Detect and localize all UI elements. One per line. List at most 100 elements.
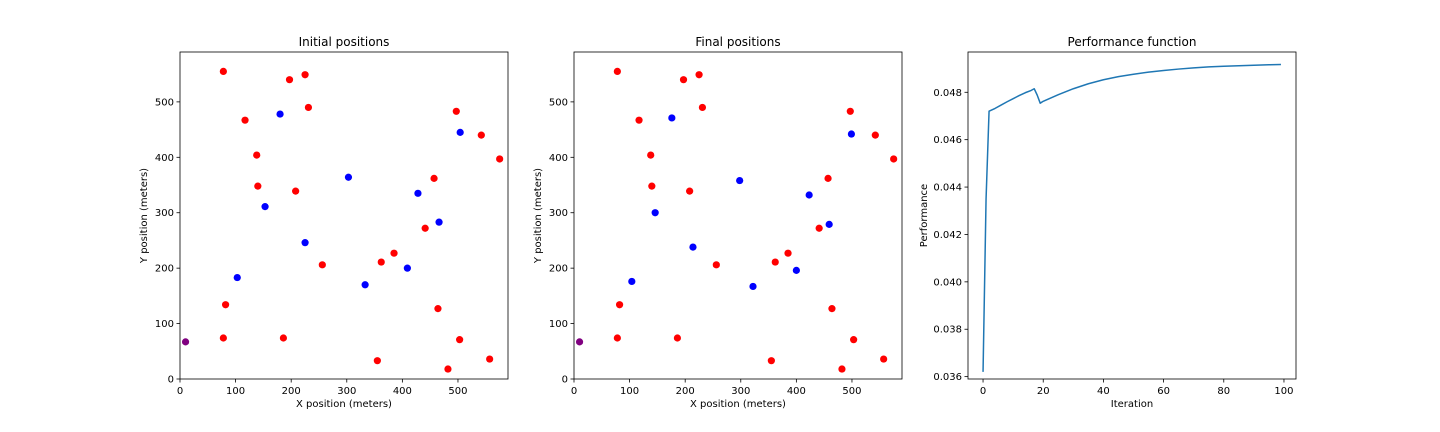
data-point — [815, 224, 823, 232]
data-point — [496, 155, 504, 163]
y-tick-label: 0.038 — [933, 325, 962, 336]
data-point — [615, 301, 624, 309]
data-point — [421, 224, 429, 232]
x-tick-label: 80 — [1217, 386, 1230, 397]
y-tick-label: 100 — [549, 319, 568, 330]
data-point — [805, 191, 813, 199]
data-point — [452, 107, 460, 115]
data-point — [233, 273, 241, 282]
x-tick-label: 20 — [1037, 386, 1050, 397]
data-point — [767, 357, 775, 365]
y-tick-label: 0 — [168, 375, 174, 386]
y-tick-label: 500 — [549, 97, 568, 108]
x-tick-label: 100 — [620, 386, 639, 397]
y-tick-label: 0.036 — [933, 372, 962, 383]
data-point — [749, 282, 757, 291]
data-point — [575, 338, 584, 346]
data-point — [635, 116, 643, 124]
x-tick-label: 300 — [731, 386, 750, 397]
data-point — [651, 209, 659, 217]
data-point — [613, 67, 621, 75]
chart-panel-3: Performance function 0 20 40 60 80 100 0.036 0.0… — [919, 35, 1297, 410]
data-point — [304, 103, 313, 112]
data-point — [435, 218, 443, 226]
data-point — [261, 203, 269, 211]
data-point — [285, 76, 294, 84]
data-point — [628, 277, 636, 286]
x-tick-label: 0 — [980, 386, 986, 397]
x-tick-label: 100 — [1274, 386, 1293, 397]
data-point — [276, 110, 284, 118]
plot-frame — [179, 51, 509, 380]
data-point — [668, 114, 676, 122]
y-tick-label: 400 — [155, 153, 174, 164]
x-axis-label: X position (meters) — [296, 399, 392, 410]
data-point — [828, 305, 836, 313]
data-point — [784, 249, 792, 257]
data-point — [871, 131, 879, 139]
plot-frame — [573, 51, 903, 380]
data-point — [344, 173, 353, 181]
x-tick-label: 400 — [393, 386, 412, 397]
x-axis-label: X position (meters) — [690, 399, 786, 410]
x-axis-label: Iteration — [1111, 399, 1153, 410]
chart-title: Performance function — [1068, 35, 1197, 49]
data-point — [477, 131, 485, 139]
data-point — [695, 71, 703, 79]
y-tick-label: 0.042 — [933, 230, 962, 241]
data-point — [219, 334, 227, 342]
data-point — [712, 261, 720, 269]
x-tick-label: 40 — [1097, 386, 1110, 397]
data-point — [880, 355, 888, 363]
x-tick-label: 100 — [226, 386, 245, 397]
x-tick-label: 60 — [1157, 386, 1170, 397]
data-point — [414, 189, 422, 197]
x-tick-label: 0 — [571, 386, 577, 397]
data-point — [792, 266, 800, 274]
x-tick-label: 300 — [337, 386, 356, 397]
data-point — [373, 357, 381, 365]
series-line — [982, 63, 1281, 372]
chart-panel-1: Initial positions 0 100 200 300 400 500 0 100 200… — [139, 35, 509, 410]
x-tick-label: 500 — [448, 386, 467, 397]
data-point — [361, 281, 369, 289]
data-point — [434, 305, 442, 313]
data-point — [838, 365, 846, 373]
data-point — [318, 261, 326, 269]
y-tick-label: 0 — [562, 375, 568, 386]
data-point — [648, 182, 656, 190]
x-tick-label: 400 — [787, 386, 806, 397]
data-point — [292, 187, 300, 195]
data-point — [679, 76, 688, 84]
data-point — [219, 67, 227, 75]
data-point — [736, 176, 744, 185]
data-point — [377, 258, 385, 266]
y-tick-label: 400 — [549, 153, 568, 164]
data-point — [686, 187, 694, 195]
data-point — [847, 130, 856, 138]
y-tick-label: 300 — [549, 208, 568, 219]
plot-frame — [967, 51, 1297, 380]
y-tick-label: 300 — [155, 208, 174, 219]
data-point — [689, 243, 697, 251]
y-tick-label: 0.040 — [933, 277, 962, 288]
y-tick-label: 200 — [155, 264, 174, 275]
data-point — [279, 334, 288, 342]
data-point — [456, 336, 464, 344]
chart-title: Initial positions — [299, 35, 390, 49]
y-tick-label: 0.044 — [933, 183, 962, 194]
data-point — [698, 103, 707, 112]
data-point — [890, 155, 898, 163]
x-tick-label: 200 — [676, 386, 695, 397]
y-axis-label: Y position (meters) — [139, 168, 150, 264]
x-tick-label: 500 — [842, 386, 861, 397]
y-axis-label: Y position (meters) — [533, 168, 544, 264]
x-tick-label: 200 — [282, 386, 301, 397]
y-axis-label: Performance — [919, 184, 930, 247]
y-tick-label: 0.048 — [933, 88, 962, 99]
data-point — [673, 334, 682, 342]
data-point — [390, 249, 398, 257]
data-point — [241, 116, 249, 124]
data-point — [403, 264, 411, 272]
